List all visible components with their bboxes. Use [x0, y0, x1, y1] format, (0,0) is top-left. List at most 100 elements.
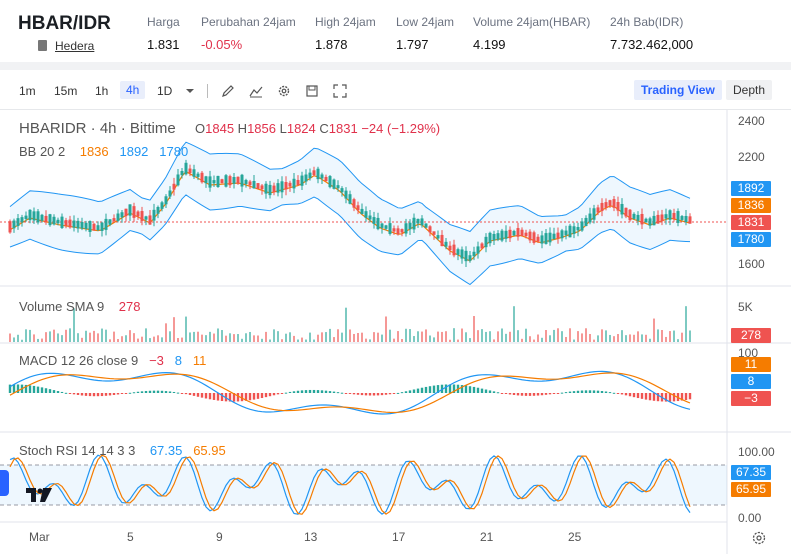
volume-bar	[41, 338, 43, 342]
macd-hist-bar	[348, 393, 352, 394]
candle-body	[184, 162, 188, 175]
macd-hist-bar	[560, 392, 564, 394]
macd-hist-bar	[16, 384, 20, 393]
timeframe-4h[interactable]: 4h	[120, 81, 146, 99]
stoch-legend: Stoch RSI 14 14 3 3 67.35 65.95	[19, 443, 226, 458]
candle-body	[388, 223, 392, 234]
macd-hist-bar	[268, 393, 272, 397]
fullscreen-icon[interactable]	[333, 84, 347, 98]
timeframe-1d[interactable]: 1D	[157, 84, 173, 98]
macd-hist-bar	[24, 384, 28, 393]
candle-body	[472, 251, 476, 257]
macd-hist-bar	[300, 390, 304, 393]
candle-body	[244, 179, 248, 185]
timeframe-15m[interactable]: 15m	[54, 84, 78, 98]
volume-bar	[333, 337, 335, 342]
macd-hist-bar	[664, 393, 668, 402]
volume-bar	[397, 331, 399, 342]
volume-bar	[541, 337, 543, 342]
x-tick: 13	[304, 530, 318, 544]
volume-bar	[77, 333, 79, 342]
volume-bar	[61, 335, 63, 342]
candle-body	[592, 208, 596, 220]
macd-hist-bar	[12, 384, 16, 393]
macd-hist-bar	[100, 393, 104, 397]
macd-hist-bar	[332, 391, 336, 393]
macd-hist-bar	[80, 393, 84, 396]
candle-body	[500, 230, 504, 241]
macd-hist-bar	[120, 393, 124, 394]
macd-hist-bar	[236, 393, 240, 402]
macd-hist-bar	[556, 393, 560, 394]
volume-bar	[373, 332, 375, 342]
volume-bar	[577, 331, 579, 342]
macd-hist-bar	[548, 393, 552, 395]
x-tick: 25	[568, 530, 582, 544]
macd-hist-bar	[272, 393, 276, 396]
candle-body	[292, 178, 296, 189]
candle-body	[116, 213, 120, 221]
macd-hist-bar	[596, 390, 600, 393]
volume-bar	[29, 329, 31, 342]
volume-bar	[273, 329, 275, 342]
volume-bar	[533, 339, 535, 342]
macd-hist-bar	[208, 393, 212, 400]
macd-hist-bar	[576, 390, 580, 393]
price-tick: 2200	[738, 150, 765, 164]
macd-hist-bar	[212, 393, 216, 400]
chart-settings-icon[interactable]	[751, 530, 767, 546]
trading-view-button[interactable]: Trading View	[634, 80, 722, 100]
volume-bar	[89, 332, 91, 342]
candle-body	[128, 204, 132, 216]
volume-bar	[677, 339, 679, 342]
macd-hist-bar	[340, 392, 344, 394]
macd-hist-bar	[616, 393, 620, 394]
volume-bar	[137, 338, 139, 342]
price-chart[interactable]	[0, 110, 791, 554]
macd-hist-bar	[644, 393, 648, 400]
macd-hist-bar	[604, 391, 608, 393]
candle-body	[32, 211, 36, 221]
candle-body	[208, 176, 212, 188]
candle-body	[140, 211, 144, 221]
macd-hist-bar	[416, 388, 420, 393]
candle-body	[300, 175, 304, 186]
gear-icon[interactable]	[277, 84, 291, 98]
bb-basis-tag: 1836	[731, 198, 771, 213]
timeframe-1m[interactable]: 1m	[19, 84, 36, 98]
depth-button[interactable]: Depth	[726, 80, 773, 100]
macd-hist-bar	[688, 393, 692, 400]
tradingview-logo-icon	[26, 488, 52, 502]
pencil-icon[interactable]	[221, 84, 235, 98]
volume-bar	[253, 335, 255, 342]
candle-body	[484, 236, 488, 248]
stat-volume: Volume 24jam(HBAR) 4.199	[473, 15, 591, 52]
timeframe-1h[interactable]: 1h	[95, 84, 109, 98]
save-icon[interactable]	[305, 84, 319, 98]
price-tick: 1600	[738, 257, 765, 271]
candle-body	[396, 228, 400, 235]
candle-body	[588, 213, 592, 223]
macd-hist-bar	[392, 393, 396, 394]
volume-bar	[657, 329, 659, 342]
volume-bar	[589, 334, 591, 342]
macd-hist-bar	[448, 384, 452, 393]
volume-bar	[181, 337, 183, 342]
macd-signal-line	[9, 372, 691, 414]
volume-bar	[297, 339, 299, 342]
candle-body	[284, 182, 288, 190]
volume-bar	[509, 331, 511, 342]
volume-bar	[241, 338, 243, 342]
macd-hist-bar	[316, 390, 320, 393]
chevron-down-icon[interactable]	[184, 86, 198, 100]
coin-name-link[interactable]: Hedera	[55, 39, 95, 53]
pair-title: HBAR/IDR	[18, 13, 111, 34]
line-chart-icon[interactable]	[249, 84, 263, 98]
macd-hist-bar	[636, 393, 640, 399]
macd-hist-bar	[64, 392, 68, 394]
macd-hist-bar	[672, 393, 676, 402]
candle-body	[464, 250, 468, 262]
panel-toggle-handle[interactable]	[0, 470, 9, 496]
candle-body	[612, 199, 616, 208]
candle-body	[332, 179, 336, 189]
